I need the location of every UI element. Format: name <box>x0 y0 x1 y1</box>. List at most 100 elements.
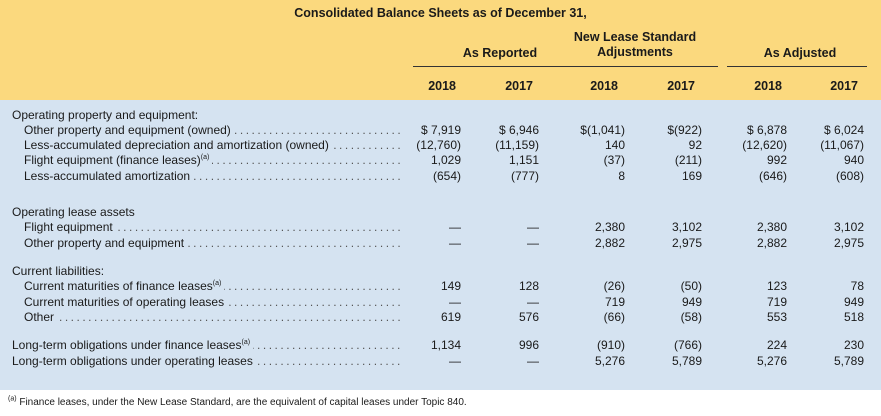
row-label: ........................................… <box>24 295 402 310</box>
footnote-ref: (a) <box>212 280 222 287</box>
table-cell: 224 <box>766 338 787 352</box>
table-cell: (37) <box>603 153 625 167</box>
table-cell: (12,620) <box>742 138 787 152</box>
table-cell: (910) <box>596 338 625 352</box>
table-cell: 1,151 <box>508 153 539 167</box>
table-cell: (777) <box>510 169 539 183</box>
table-cell: 719 <box>766 295 787 309</box>
table-cell: 149 <box>440 279 461 293</box>
row-label-text: Operating property and equipment: <box>12 108 199 122</box>
row-label-text: Current maturities of operating leases <box>24 295 225 309</box>
table-cell: 2,975 <box>671 236 702 250</box>
row-label: ........................................… <box>24 153 402 168</box>
row-label: ........................................… <box>24 138 402 153</box>
table-cell: 2,882 <box>756 236 787 250</box>
year-header: 2017 <box>505 79 533 93</box>
footnote: (a) Finance leases, under the New Lease … <box>8 395 467 408</box>
footnote-ref: (a) <box>241 339 251 346</box>
row-label: ........................................… <box>24 123 402 138</box>
table-header: Consolidated Balance Sheets as of Decemb… <box>0 0 881 100</box>
footnote-text: Finance leases, under the New Lease Stan… <box>16 397 467 408</box>
table-cell: 1,134 <box>430 338 461 352</box>
table-cell: — <box>527 220 539 234</box>
table-cell: 2,882 <box>594 236 625 250</box>
table-row: ........................................… <box>0 354 881 369</box>
table-cell: 2,975 <box>833 236 864 250</box>
row-label: ........................................… <box>24 220 402 235</box>
table-row: Current liabilities: <box>0 264 881 279</box>
row-label-text: Less-accumulated depreciation and amorti… <box>24 138 329 152</box>
table-cell: 949 <box>681 295 702 309</box>
table-row: Operating property and equipment: <box>0 108 881 123</box>
table-cell: 576 <box>518 310 539 324</box>
table-cell: 230 <box>843 338 864 352</box>
table-cell: $ 6,878 <box>746 123 787 137</box>
table-title: Consolidated Balance Sheets as of Decemb… <box>294 6 587 20</box>
table-cell: (26) <box>603 279 625 293</box>
year-header: 2018 <box>590 79 618 93</box>
table-cell: 992 <box>766 153 787 167</box>
table-row: ........................................… <box>0 338 881 353</box>
table-cell: (58) <box>680 310 702 324</box>
row-label: ........................................… <box>24 169 402 184</box>
table-cell: (11,159) <box>495 138 539 152</box>
group-as-reported: As Reported <box>462 46 538 60</box>
table-row: ........................................… <box>0 220 881 235</box>
table-row: ........................................… <box>0 138 881 153</box>
row-label-text: Long-term obligations under operating le… <box>12 354 253 368</box>
table-cell: 128 <box>518 279 539 293</box>
table-cell: 5,276 <box>594 354 625 368</box>
leader-dots: ........................................… <box>24 220 402 234</box>
table-row: ........................................… <box>0 236 881 251</box>
row-label: Operating property and equipment: <box>12 108 402 123</box>
table-cell: 1,029 <box>430 153 461 167</box>
table-cell: $(1,041) <box>580 123 625 137</box>
table-cell: (12,760) <box>416 138 461 152</box>
table-cell: — <box>449 295 461 309</box>
table-row: ........................................… <box>0 123 881 138</box>
table-cell: 8 <box>618 169 625 183</box>
table-cell: 2,380 <box>756 220 787 234</box>
year-header: 2018 <box>754 79 782 93</box>
table-cell: 719 <box>604 295 625 309</box>
row-label: ........................................… <box>12 354 402 369</box>
table-cell: 140 <box>604 138 625 152</box>
table-row: ........................................… <box>0 153 881 168</box>
group-underline <box>413 66 603 67</box>
table-row: ........................................… <box>0 169 881 184</box>
table-row: Operating lease assets <box>0 205 881 220</box>
table-cell: 123 <box>766 279 787 293</box>
table-cell: 996 <box>518 338 539 352</box>
footnote-marker: (a) <box>8 395 17 403</box>
table-cell: $ 7,919 <box>420 123 461 137</box>
row-label-text: Operating lease assets <box>12 205 135 219</box>
table-cell: (50) <box>680 279 702 293</box>
row-label-text: Other property and equipment (owned) <box>24 123 231 137</box>
row-label-text: Current liabilities: <box>12 264 105 278</box>
table-cell: 940 <box>843 153 864 167</box>
table-cell: 553 <box>766 310 787 324</box>
table-row: ........................................… <box>0 295 881 310</box>
row-label: Current liabilities: <box>12 264 402 279</box>
row-label-text: Flight equipment <box>24 220 113 234</box>
footnote-ref: (a) <box>200 154 210 161</box>
table-cell: 949 <box>843 295 864 309</box>
table-cell: — <box>449 220 461 234</box>
table-cell: 3,102 <box>833 220 864 234</box>
table-cell: 3,102 <box>671 220 702 234</box>
table-cell: 92 <box>688 138 702 152</box>
row-label: Operating lease assets <box>12 205 402 220</box>
table-row: ........................................… <box>0 279 881 294</box>
table-cell: 619 <box>440 310 461 324</box>
row-label: ........................................… <box>24 310 402 325</box>
table-cell: 5,276 <box>756 354 787 368</box>
year-header: 2017 <box>830 79 858 93</box>
year-header: 2018 <box>428 79 456 93</box>
table-cell: 5,789 <box>833 354 864 368</box>
table-cell: (211) <box>674 153 702 167</box>
table-cell: — <box>527 236 539 250</box>
table-cell: $ 6,024 <box>823 123 864 137</box>
group-underline <box>568 66 718 67</box>
table-cell: 169 <box>681 169 702 183</box>
row-label-text: Current maturities of finance leases <box>24 279 213 293</box>
